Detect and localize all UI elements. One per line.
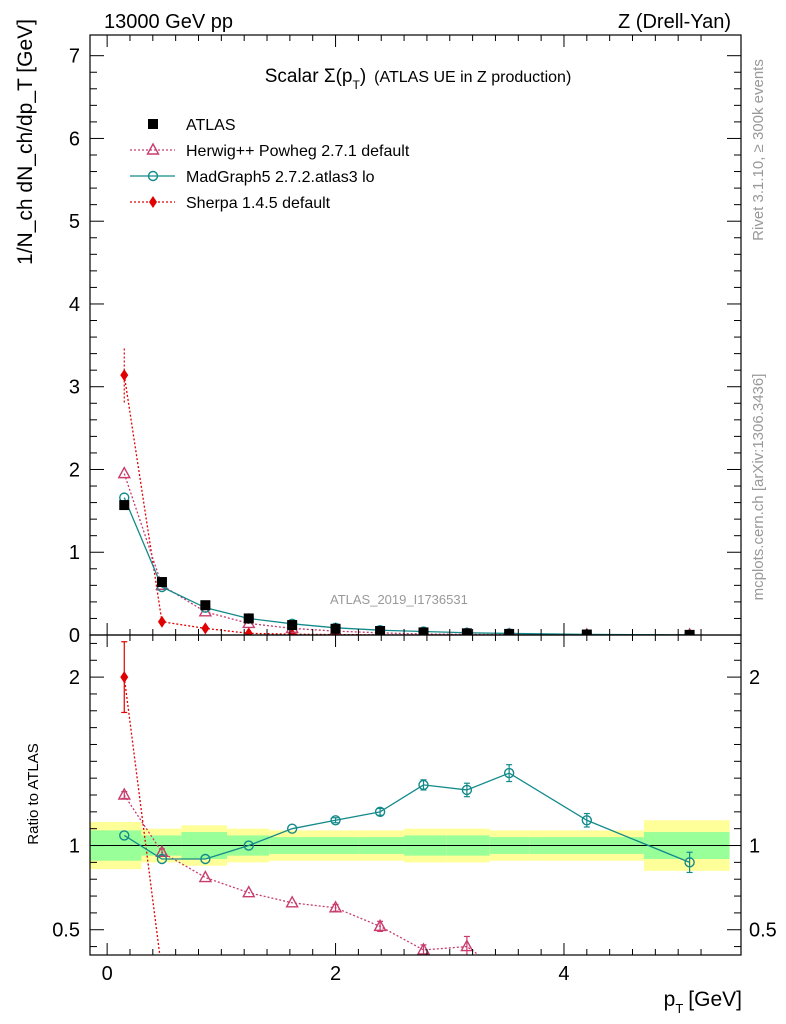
x-axis-label-unit: [GeV] xyxy=(688,988,742,1011)
y-tick-label-6: 6 xyxy=(69,128,80,150)
atlas-main-point-3 xyxy=(243,613,254,624)
madgraph5-ratio-point-7 xyxy=(418,779,429,791)
x-axis-label: pT [GeV] xyxy=(664,988,742,1016)
y-tick-label-3: 3 xyxy=(69,377,80,399)
legend-marker-atlas xyxy=(148,119,158,129)
sherpa-ratio-point-0 xyxy=(120,671,129,684)
atlas-main-point-4 xyxy=(287,620,298,631)
ratio-tick-label-right-0.5: 0.5 xyxy=(749,920,777,942)
legend-label-sherpa: Sherpa 1.4.5 default xyxy=(186,195,331,212)
x-axis-label-sub: T xyxy=(675,1001,683,1016)
atlas-main-point-11 xyxy=(684,629,695,635)
axis-ticks xyxy=(90,35,741,955)
axis-tick-labels: 0 2 4 0 1 2 3 4 5 6 7 0.5 0.5 1 1 2 2 xyxy=(52,46,777,985)
chart-title-rest: (ATLAS UE in Z production) xyxy=(374,69,571,86)
madgraph5-ratio-point-10 xyxy=(581,815,593,826)
y-tick-label-1: 1 xyxy=(69,542,80,564)
madgraph5-ratio-point-5 xyxy=(330,815,341,826)
header-left: 13000 GeV pp xyxy=(104,11,233,33)
chart-title: Scalar Σ(pT) (ATLAS UE in Z production) xyxy=(265,66,572,92)
y-tick-label-0: 0 xyxy=(69,625,80,647)
x-tick-label-4: 4 xyxy=(558,963,569,985)
herwig-ratio-point-3 xyxy=(242,885,256,898)
y-tick-label-5: 5 xyxy=(69,211,80,233)
header-right: Z (Drell-Yan) xyxy=(618,11,731,33)
sherpa-main-point-3 xyxy=(244,627,253,635)
herwig-ratio-point-8 xyxy=(460,939,474,952)
legend: ATLAS Herwig++ Powheg 2.7.1 default MadGra… xyxy=(130,117,410,212)
legend-marker-herwig xyxy=(146,142,160,155)
herwig-ratio-point-1 xyxy=(155,844,169,857)
rivet-version-label: Rivet 3.1.10, ≥ 300k events xyxy=(750,59,767,241)
legend-label-madgraph5: MadGraph5 2.7.2.atlas3 lo xyxy=(186,169,375,186)
madgraph5-main-line xyxy=(123,497,690,635)
herwig-ratio-point-0 xyxy=(117,787,131,800)
y-axis-label: 1/N_ch dN_ch/dp_T [GeV] xyxy=(14,19,37,265)
chart-title-main: Scalar Σ(p xyxy=(265,66,353,87)
y-tick-label-4: 4 xyxy=(69,294,80,316)
sherpa-main-point-0 xyxy=(120,369,129,382)
atlas-main-point-8 xyxy=(461,628,472,635)
madgraph5-ratio-point-11 xyxy=(684,857,695,868)
herwig-ratio-point-4 xyxy=(285,895,299,908)
ratio-axis-label: Ratio to ATLAS xyxy=(25,743,42,844)
ratio-tick-label-left-1: 1 xyxy=(69,836,80,858)
madgraph5-ratio-point-1 xyxy=(156,853,168,865)
x-tick-label-2: 2 xyxy=(330,963,341,985)
ratio-tick-label-left-0.5: 0.5 xyxy=(52,920,80,942)
analysis-watermark: ATLAS_2019_I1736531 xyxy=(330,592,468,607)
madgraph5-ratio-point-4 xyxy=(286,823,298,834)
x-axis-label-main: p xyxy=(664,988,676,1011)
sherpa-main-point-2 xyxy=(201,622,210,635)
ratio-tick-label-right-1: 1 xyxy=(749,836,760,858)
madgraph5-ratio-point-3 xyxy=(243,840,254,851)
atlas-main-point-1 xyxy=(156,577,167,588)
legend-label-atlas: ATLAS xyxy=(186,117,236,134)
mcplots-label: mcplots.cern.ch [arXiv:1306.3436] xyxy=(750,374,767,601)
legend-marker-madgraph5 xyxy=(147,170,159,182)
atlas-main-point-0 xyxy=(119,500,130,511)
atlas-main-point-6 xyxy=(375,626,386,635)
ratio-panel-frame xyxy=(89,634,742,956)
y-tick-label-7: 7 xyxy=(69,46,80,68)
madgraph5-ratio-point-8 xyxy=(461,784,473,796)
herwig-ratio-point-2 xyxy=(198,870,213,883)
atlas-main-point-7 xyxy=(418,627,429,635)
chart-title-sub: T xyxy=(353,78,361,92)
herwig-main-line xyxy=(123,473,690,635)
herwig-ratio-point-6 xyxy=(373,918,387,932)
x-tick-label-0: 0 xyxy=(102,963,113,985)
madgraph5-ratio-point-2 xyxy=(200,853,211,865)
legend-marker-sherpa xyxy=(149,196,157,208)
madgraph5-ratio-point-0 xyxy=(119,830,130,841)
madgraph5-ratio-point-6 xyxy=(374,806,386,818)
madgraph5-ratio-line xyxy=(123,772,690,863)
y-tick-label-2: 2 xyxy=(69,459,80,481)
herwig-main-point-0 xyxy=(117,466,131,479)
sherpa-main-point-1 xyxy=(157,615,166,628)
atlas-main-point-2 xyxy=(200,600,211,611)
herwig-ratio-line xyxy=(123,794,480,955)
atlas-main-point-9 xyxy=(504,628,515,635)
ratio-tick-label-right-2: 2 xyxy=(749,667,760,689)
herwig-ratio-point-7 xyxy=(416,942,431,955)
legend-label-herwig: Herwig++ Powheg 2.7.1 default xyxy=(186,143,410,160)
ratio-panel-series xyxy=(117,641,695,955)
herwig-ratio-point-5 xyxy=(328,900,343,913)
madgraph5-ratio-point-9 xyxy=(503,767,515,779)
chart-title-close: ) xyxy=(360,66,366,87)
ratio-tick-label-left-2: 2 xyxy=(69,667,80,689)
